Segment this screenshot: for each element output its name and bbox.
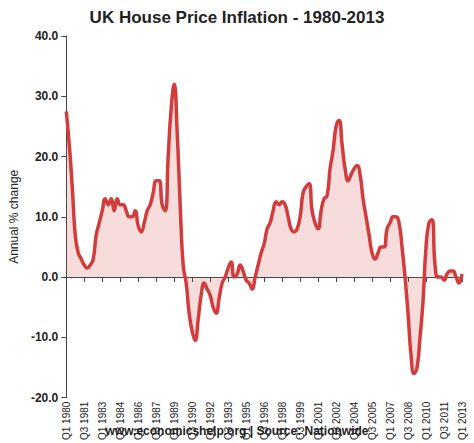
svg-text:Q1 1995: Q1 1995: [241, 401, 252, 440]
svg-text:Q3 1984: Q3 1984: [115, 401, 126, 440]
svg-text:-20.0: -20.0: [31, 391, 59, 405]
svg-text:Q1 1998: Q1 1998: [277, 401, 288, 440]
svg-text:30.0: 30.0: [35, 89, 59, 103]
svg-text:-10.0: -10.0: [31, 330, 59, 344]
svg-text:Q3 1999: Q3 1999: [295, 401, 306, 440]
svg-text:Q3 2002: Q3 2002: [331, 401, 342, 440]
svg-text:Q1 1983: Q1 1983: [97, 401, 108, 440]
svg-text:40.0: 40.0: [35, 29, 59, 43]
svg-text:Q3 1987: Q3 1987: [151, 401, 162, 440]
svg-text:Q1 2007: Q1 2007: [385, 401, 396, 440]
svg-text:0.0: 0.0: [42, 270, 59, 284]
svg-text:Q3 1996: Q3 1996: [259, 401, 270, 440]
svg-text:Q1 1989: Q1 1989: [169, 401, 180, 440]
svg-text:Q1 2001: Q1 2001: [313, 401, 324, 440]
svg-text:10.0: 10.0: [35, 210, 59, 224]
svg-text:www.economicshelp.org | Source: www.economicshelp.org | Source: Nationwi…: [105, 424, 369, 438]
svg-text:Q1 1980: Q1 1980: [61, 401, 72, 440]
svg-text:Q1 2010: Q1 2010: [421, 401, 432, 440]
svg-text:Q3 2011: Q3 2011: [439, 401, 450, 439]
svg-text:Q1 1992: Q1 1992: [205, 401, 216, 440]
svg-text:20.0: 20.0: [35, 150, 59, 164]
svg-text:Q3 2008: Q3 2008: [403, 401, 414, 440]
svg-text:Q3 1993: Q3 1993: [223, 401, 234, 440]
svg-text:Q1 2013: Q1 2013: [457, 401, 468, 440]
svg-text:Q1 2004: Q1 2004: [349, 401, 360, 440]
svg-text:Q3 1990: Q3 1990: [187, 401, 198, 440]
svg-text:Annual % change: Annual % change: [7, 169, 21, 263]
svg-text:Q3 2005: Q3 2005: [367, 401, 378, 440]
svg-text:Q1 1986: Q1 1986: [133, 401, 144, 440]
svg-text:Q3 1981: Q3 1981: [79, 401, 90, 440]
svg-text:UK House Price Inflation - 198: UK House Price Inflation - 1980-2013: [90, 8, 385, 27]
